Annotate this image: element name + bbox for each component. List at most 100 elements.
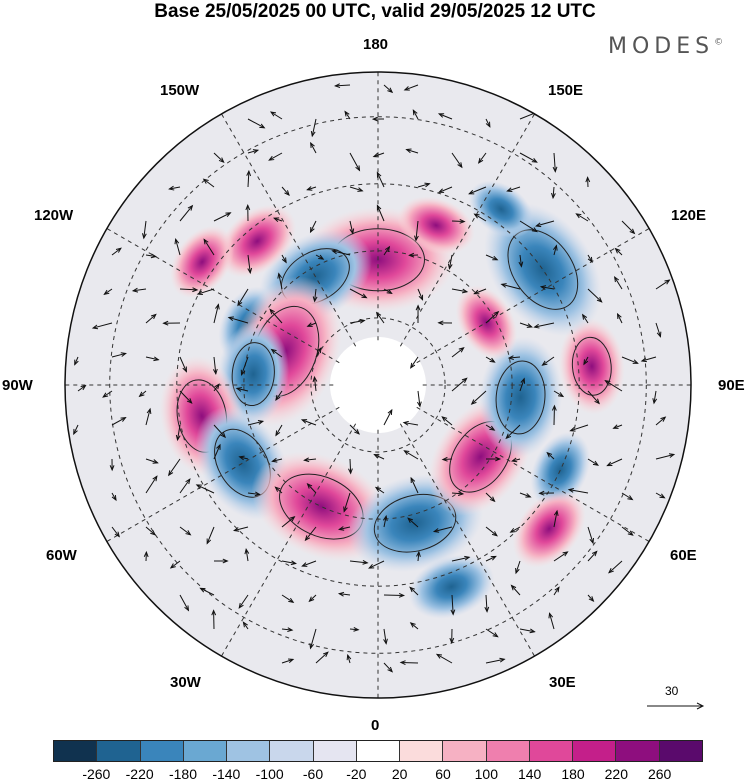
wind-vector-head	[437, 113, 445, 118]
wind-vector	[469, 186, 487, 195]
wind-vector	[213, 212, 231, 222]
wind-vector-head	[629, 228, 636, 235]
colorbar-swatch	[529, 741, 574, 761]
wind-vector	[519, 492, 531, 498]
wind-vector	[653, 390, 657, 404]
wind-vector	[309, 594, 317, 602]
wind-vector-head	[376, 204, 382, 211]
wind-vector	[404, 84, 419, 91]
wind-vector	[239, 456, 249, 460]
wind-vector	[315, 347, 322, 358]
wind-vector	[245, 549, 249, 562]
wind-vector	[376, 312, 385, 324]
wind-vector-head	[668, 453, 676, 458]
wind-vector	[177, 424, 181, 440]
wind-vector-head	[408, 252, 415, 258]
wind-vector-head	[414, 235, 419, 242]
wind-vector-head	[141, 233, 147, 240]
wind-vector-head	[518, 261, 524, 268]
wind-vector	[203, 178, 215, 188]
colorbar-swatch	[400, 741, 444, 761]
wind-vector-head	[505, 433, 512, 440]
wind-vector	[236, 387, 249, 392]
wind-vector-head	[269, 111, 277, 117]
wind-vector	[247, 492, 260, 495]
wind-vector-head	[361, 293, 368, 299]
colorbar-swatch	[183, 741, 228, 761]
wind-vector	[546, 452, 555, 460]
wind-vector	[587, 594, 594, 602]
wind-vector	[417, 288, 423, 300]
wind-vector-head	[357, 187, 364, 192]
wind-vector	[213, 424, 226, 438]
wind-vector-head	[552, 244, 558, 251]
wind-vector	[311, 118, 317, 137]
wind-vector	[111, 247, 122, 256]
wind-vector	[203, 239, 215, 256]
wind-vector	[587, 458, 599, 466]
wind-vector-head	[640, 357, 647, 363]
wind-vector-head	[402, 420, 409, 426]
wind-vector	[485, 492, 495, 502]
wind-vector	[374, 454, 385, 460]
wind-vector-head	[495, 456, 502, 462]
wind-vector-head	[257, 420, 265, 425]
wind-vector-head	[269, 308, 275, 315]
wind-vector	[281, 594, 294, 603]
wind-vector	[275, 486, 283, 494]
wind-vector	[343, 492, 351, 512]
lon-label-30e: 30E	[549, 674, 576, 691]
wind-vector-head	[184, 605, 190, 612]
wind-vector-head	[569, 427, 576, 432]
wind-vector-head	[533, 323, 540, 329]
wind-vector-head	[371, 116, 378, 122]
wind-vector-head	[301, 562, 308, 567]
wind-vector	[448, 254, 453, 269]
map-title: Base 25/05/2025 00 UTC, valid 29/05/2025…	[154, 1, 596, 22]
wind-vector-head	[589, 537, 594, 545]
negative-anomaly	[408, 554, 495, 619]
wind-vector	[307, 322, 317, 327]
wind-vector-head	[114, 531, 120, 538]
wind-vector	[485, 118, 491, 127]
wind-vector-head	[337, 526, 345, 531]
wind-vector	[143, 220, 147, 239]
wind-vector-head	[287, 627, 294, 633]
wind-vector	[228, 316, 249, 324]
wind-vector	[553, 587, 560, 596]
wind-vector-head	[461, 288, 469, 294]
colorbar-tick-label: 260	[647, 766, 672, 782]
wind-vector	[247, 118, 265, 129]
wind-vector	[339, 526, 351, 530]
wind-vector	[349, 186, 363, 192]
wind-vector	[145, 458, 158, 464]
wind-vector-head	[583, 359, 589, 366]
wind-vector-head	[214, 383, 220, 390]
anomaly-contour	[495, 360, 546, 435]
wind-vector-head	[322, 651, 329, 658]
wind-vector-head	[162, 320, 169, 326]
wind-vector-head	[627, 530, 634, 536]
wind-vector-head	[616, 312, 622, 320]
colorbar-swatch	[97, 741, 141, 761]
wind-vector-head	[410, 476, 416, 484]
wind-vector-head	[308, 596, 315, 603]
wind-vector	[376, 205, 385, 222]
wind-vector	[485, 594, 488, 612]
wind-vector-head	[612, 424, 619, 429]
wind-vector	[417, 183, 430, 188]
wind-vector-head	[525, 493, 532, 498]
wind-vector-head	[354, 429, 360, 435]
wind-vector-head	[73, 428, 78, 436]
wind-vector-head	[485, 121, 491, 128]
wind-vector-head	[484, 606, 490, 613]
wind-vector	[347, 655, 351, 664]
wind-vector-head	[596, 297, 603, 303]
wind-vector-head	[435, 653, 443, 659]
colorbar-swatch	[616, 741, 660, 761]
wind-vector-head	[272, 217, 280, 222]
wind-vector-head	[464, 555, 471, 561]
wind-vector	[275, 424, 283, 436]
wind-vector-head	[594, 398, 600, 405]
wind-vector-head	[131, 287, 139, 293]
